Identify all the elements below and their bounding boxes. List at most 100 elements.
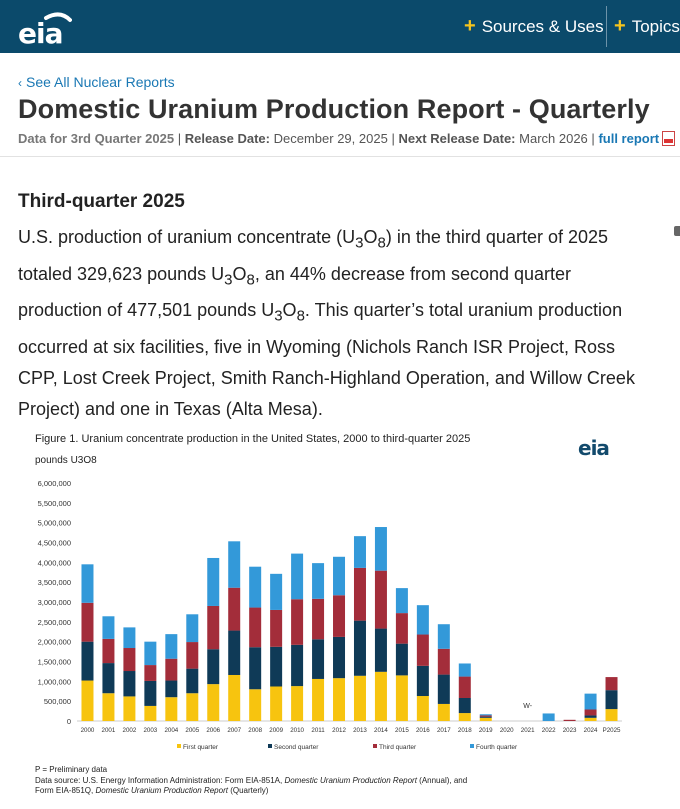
x-tick-label: 2001 xyxy=(102,727,116,734)
para-text: O xyxy=(363,227,378,247)
bar-segment xyxy=(353,567,366,621)
bar-segment xyxy=(81,564,94,603)
bar-segment xyxy=(207,605,220,650)
nav-sources-uses-label: Sources & Uses xyxy=(481,16,604,36)
bar-segment xyxy=(437,648,450,675)
bar-segment xyxy=(584,693,597,710)
bar-segment xyxy=(605,690,618,710)
release-date: December 29, 2025 xyxy=(273,131,388,146)
pdf-icon[interactable] xyxy=(662,131,676,146)
para-text: . This quarter’s total uranium productio… xyxy=(18,300,635,419)
bar-segment xyxy=(270,646,283,687)
figure-units: pounds U3O8 xyxy=(35,455,97,466)
y-tick-label: 0 xyxy=(67,717,71,726)
figure-eia-logo: eia xyxy=(578,436,610,460)
nav-topics[interactable]: + Topics xyxy=(614,0,680,53)
chevron-left-icon: ‹ xyxy=(18,76,22,90)
breadcrumb[interactable]: ‹ See All Nuclear Reports xyxy=(18,74,175,90)
bar-segment xyxy=(270,609,283,647)
eia-logo[interactable]: eia xyxy=(16,8,72,50)
bar-segment xyxy=(144,665,157,681)
bar-segment xyxy=(333,595,346,637)
release-info: Data for 3rd Quarter 2025 | Release Date… xyxy=(18,131,676,146)
bar-segment xyxy=(374,671,387,721)
bar-segment xyxy=(353,620,366,676)
bar-segment xyxy=(416,634,429,666)
bar-segment xyxy=(458,697,471,714)
bar-segment xyxy=(81,680,94,721)
y-tick-label: 500,000 xyxy=(44,697,71,706)
legend-swatch xyxy=(268,744,272,748)
source-text: Form EIA-851Q, xyxy=(35,786,96,795)
bar-segment xyxy=(123,696,136,721)
bar-segment xyxy=(584,715,597,718)
plus-icon: + xyxy=(464,15,476,37)
bar-segment xyxy=(416,696,429,721)
bar-segment xyxy=(542,713,555,721)
x-tick-label: 2007 xyxy=(227,727,241,734)
x-tick-label: 2008 xyxy=(248,727,262,734)
scroll-handle[interactable] xyxy=(674,226,680,236)
bar-segment xyxy=(186,642,199,669)
bar-segment xyxy=(291,686,304,721)
bar-segment xyxy=(584,717,597,721)
legend-swatch xyxy=(177,744,181,748)
page-title: Domestic Uranium Production Report - Qua… xyxy=(18,94,650,124)
bar-segment xyxy=(228,674,241,721)
bar-segment xyxy=(270,573,283,610)
bar-segment xyxy=(81,602,94,642)
x-tick-label: 2021 xyxy=(521,727,535,734)
source-italic: Domestic Uranium Production Report xyxy=(95,786,228,795)
bar-segment xyxy=(333,636,346,679)
bar-segment xyxy=(458,713,471,721)
source-italic: Domestic Uranium Production Report xyxy=(284,776,417,785)
bar-segment xyxy=(249,647,262,690)
x-tick-label: 2017 xyxy=(437,727,451,734)
bar-segment xyxy=(437,703,450,721)
bar-segment xyxy=(395,613,408,644)
bar-segment xyxy=(353,675,366,721)
release-date-label: Release Date: xyxy=(184,131,270,146)
bar-segment xyxy=(207,684,220,721)
x-tick-label: 2013 xyxy=(353,727,367,734)
subscript: 3 xyxy=(224,271,233,289)
bar-segment xyxy=(395,643,408,676)
nav-divider xyxy=(606,6,607,47)
bar-segment xyxy=(479,716,492,718)
bar-segment xyxy=(437,624,450,649)
subscript: 8 xyxy=(246,271,255,289)
logo-swoosh-icon xyxy=(44,12,72,22)
subscript: 3 xyxy=(355,234,364,252)
bar-segment xyxy=(416,605,429,635)
subscript: 3 xyxy=(274,307,283,325)
bar-segment xyxy=(123,627,136,649)
bar-segment xyxy=(312,598,325,640)
bar-segment xyxy=(102,638,115,664)
bar-segment xyxy=(228,630,241,675)
bar-segment xyxy=(374,628,387,672)
x-tick-label: 2016 xyxy=(416,727,430,734)
x-tick-label: 2014 xyxy=(374,727,388,734)
separator: | xyxy=(177,131,182,146)
logo-text: eia xyxy=(18,17,63,50)
bar-segment xyxy=(165,634,178,659)
x-tick-label: 2012 xyxy=(332,727,346,734)
bar-segment xyxy=(312,678,325,721)
bar-segment xyxy=(291,599,304,645)
uranium-production-chart: 0 500,000 1,000,000 1,500,000 2,000,000 2,500… xyxy=(38,479,622,751)
bar-segment xyxy=(249,566,262,608)
bar-segment xyxy=(479,714,492,716)
source-text: (Annual), and xyxy=(416,776,468,785)
y-tick-label: 5,500,000 xyxy=(38,499,71,508)
bar-segment xyxy=(144,680,157,706)
y-tick-label: 2,000,000 xyxy=(38,638,71,647)
full-report-link[interactable]: full report xyxy=(598,131,660,146)
legend-label: Fourth quarter xyxy=(476,744,518,751)
y-tick-label: 1,000,000 xyxy=(38,677,71,686)
bar-segment xyxy=(123,671,136,697)
bar-segment xyxy=(102,616,115,639)
y-tick-label: 4,000,000 xyxy=(38,558,71,567)
bar-segment xyxy=(102,693,115,721)
bar-segment xyxy=(207,557,220,606)
nav-sources-uses[interactable]: + Sources & Uses xyxy=(464,0,604,53)
